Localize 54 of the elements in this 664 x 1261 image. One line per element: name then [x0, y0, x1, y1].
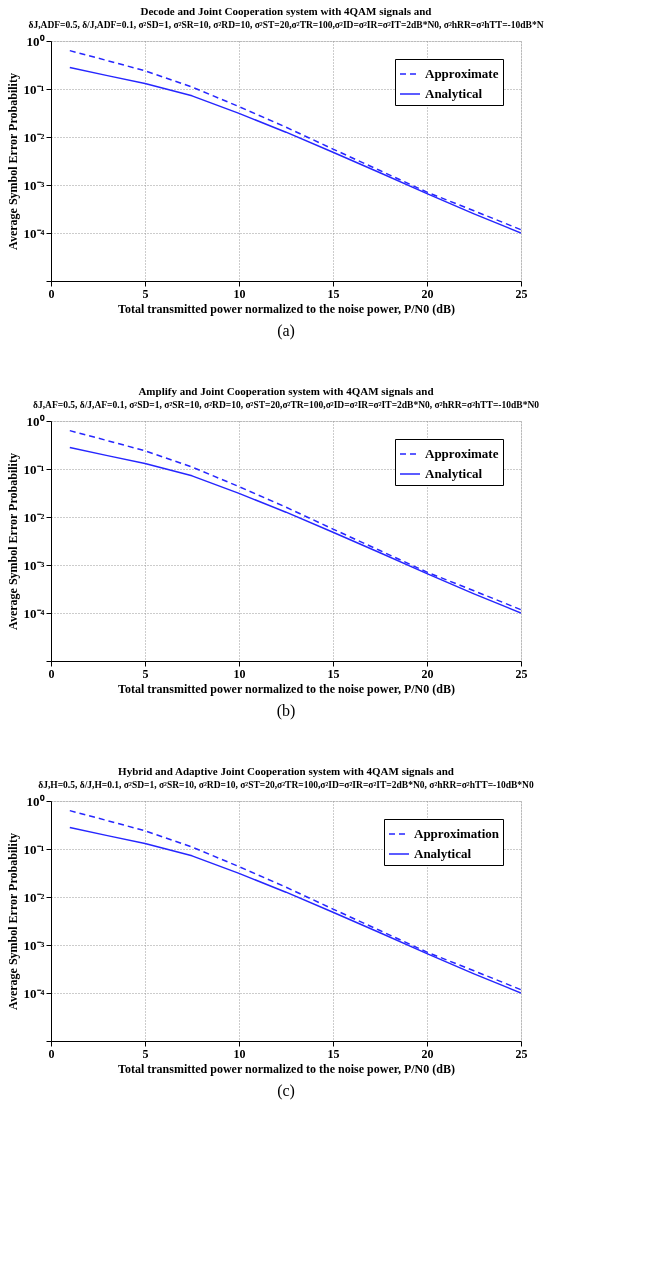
x-tick-label: 15: [327, 1046, 340, 1061]
y-tick-label: 10⁻⁴: [23, 225, 45, 241]
legend-label: Analytical: [414, 846, 472, 861]
chart-title: Decode and Joint Cooperation system with 4QAM signals and: [140, 4, 432, 17]
y-axis-title: Average Symbol Error Probability: [5, 833, 20, 1010]
y-axis-title: Average Symbol Error Probability: [5, 73, 20, 250]
x-tick-label: 25: [515, 1046, 528, 1061]
y-tick-label: 10⁻³: [23, 937, 45, 953]
legend-label: Approximation: [414, 826, 500, 841]
legend-label: Analytical: [425, 466, 483, 481]
x-tick-label: 20: [421, 666, 434, 681]
x-tick-label: 10: [233, 666, 246, 681]
x-tick-label: 25: [515, 286, 528, 301]
chart-subtitle: δJ,AF=0.5, δ/J,AF=0.1, σ²SD=1, σ²SR=10, σ²RD=10, σ²ST=20,σ²TR=100,σ²ID=σ²IR=σ²IT=2dB*N0, σ²hRR=σ²hTT=-10dB*N0: [32, 399, 540, 410]
y-tick-label: 10⁻²: [23, 129, 45, 145]
legend-label: Approximate: [425, 446, 499, 461]
chart-title: Amplify and Joint Cooperation system with 4QAM signals and: [138, 384, 434, 397]
x-axis-title: Total transmitted power normalized to the noise power, P/N0 (dB): [118, 1061, 455, 1076]
x-tick-label: 5: [142, 666, 149, 681]
x-axis-title: Total transmitted power normalized to the noise power, P/N0 (dB): [118, 301, 455, 316]
text: (b): [276, 702, 296, 720]
x-tick-label: 10: [233, 1046, 246, 1061]
x-tick-label: 0: [48, 1046, 55, 1061]
legend-label: Analytical: [425, 86, 483, 101]
chart-subtitle: δJ,ADF=0.5, δ/J,ADF=0.1, σ²SD=1, σ²SR=10, σ²RD=10, σ²ST=20,σ²TR=100,σ²ID=σ²IR=σ²IT=2dB*N0, σ²hRR=σ²hTT=-10dB*N: [28, 19, 544, 30]
x-tick-label: 0: [48, 666, 55, 681]
legend-label: Approximate: [425, 66, 499, 81]
x-tick-label: 20: [421, 286, 434, 301]
y-tick-label: 10⁻³: [23, 557, 45, 573]
chart-subtitle: δJ,H=0.5, δ/J,H=0.1, σ²SD=1, σ²SR=10, σ²RD=10, σ²ST=20,σ²TR=100,σ²ID=σ²IR=σ²IT=2dB*N0, σ²hRR=σ²hTT=-10dB*N0: [38, 779, 534, 790]
y-tick-label: 10⁰: [26, 793, 45, 809]
y-tick-label: 10⁻¹: [23, 461, 45, 477]
x-tick-label: 5: [142, 286, 149, 301]
y-tick-label: 10⁻¹: [23, 841, 45, 857]
x-tick-label: 0: [48, 286, 55, 301]
y-tick-label: 10⁻⁴: [23, 985, 45, 1001]
x-tick-label: 15: [327, 666, 340, 681]
chart-title: Hybrid and Adaptive Joint Cooperation system with 4QAM signals and: [118, 764, 454, 777]
x-tick-label: 15: [327, 286, 340, 301]
y-tick-label: 10⁰: [26, 33, 45, 49]
text: (a): [277, 322, 295, 340]
y-tick-label: 10⁻²: [23, 509, 45, 525]
y-tick-label: 10⁻¹: [23, 81, 45, 97]
y-tick-label: 10⁻³: [23, 177, 45, 193]
x-tick-label: 20: [421, 1046, 434, 1061]
y-tick-label: 10⁰: [26, 413, 45, 429]
y-axis-title: Average Symbol Error Probability: [5, 453, 20, 630]
y-tick-label: 10⁻⁴: [23, 605, 45, 621]
x-axis-title: Total transmitted power normalized to the noise power, P/N0 (dB): [118, 681, 455, 696]
text: (c): [277, 1082, 295, 1100]
x-tick-label: 25: [515, 666, 528, 681]
y-tick-label: 10⁻²: [23, 889, 45, 905]
x-tick-label: 10: [233, 286, 246, 301]
x-tick-label: 5: [142, 1046, 149, 1061]
